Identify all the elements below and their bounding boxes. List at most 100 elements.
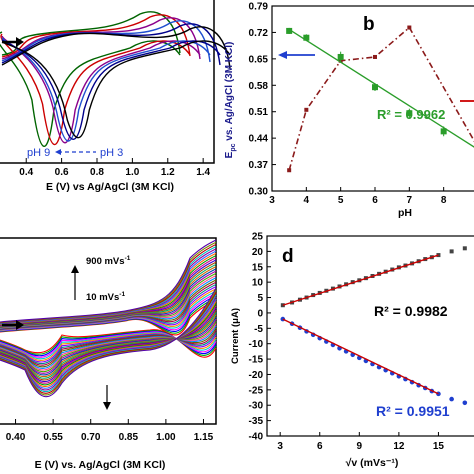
panel-b-y-tick-label: 0.79 xyxy=(249,2,269,13)
panel-d-y-tick-label: 20 xyxy=(252,247,264,258)
panel-d-fit-line xyxy=(282,318,439,395)
panel-a-cv-curve xyxy=(0,14,191,146)
panel-b-y-tick-label: 0.65 xyxy=(249,54,269,65)
panel-c-x-tick-label: 1.15 xyxy=(194,432,214,443)
panel-c-x-ticks: 0.40 0.55 0.70 0.85 1.00 1.15 xyxy=(6,419,214,443)
panel-d-y-tick-label: -20 xyxy=(249,370,264,381)
panel-d-frame xyxy=(266,235,474,437)
panel-b-ylabel: Epc vs. Ag/AgCl (3M KCl) xyxy=(224,42,237,159)
panel-b-green-point xyxy=(440,128,447,135)
panel-a-cv-curve xyxy=(1,26,231,139)
panel-c-x-tick-label: 0.85 xyxy=(119,432,139,443)
panel-d-series xyxy=(280,246,468,406)
panel-c-scan-rate-bottom: 10 mVs-1 xyxy=(86,291,125,303)
panel-d-lower-point xyxy=(462,400,468,406)
panel-c-cv-curve xyxy=(0,239,217,398)
panel-b-x-tick-label: 6 xyxy=(372,195,378,206)
panel-d-y-tick-label: -10 xyxy=(249,339,264,350)
panel-b-ylabel-e: E xyxy=(224,151,235,158)
panel-b-red-point xyxy=(287,168,292,173)
panel-a-xlabel: E (V) vs Ag/AgCl (3M KCl) xyxy=(46,181,174,193)
panel-a-x-tick-label: 0.8 xyxy=(90,167,104,178)
panel-d-y-tick-label: -40 xyxy=(249,432,264,443)
panel-d-y-tick-label: -35 xyxy=(249,416,264,427)
panel-b-y-tick-label: 0.51 xyxy=(249,107,269,118)
panel-d-y-ticks: 25 20 15 10 5 0 -5 -10 -15 -20 -25 -30 -35 -40 xyxy=(249,232,271,443)
panel-d-label: d xyxy=(282,246,294,267)
panel-a-x-tick-label: 1.4 xyxy=(196,167,210,178)
panel-b-red-point xyxy=(373,54,377,59)
panel-a-annotation-left: pH 9 xyxy=(27,147,50,159)
panel-d-x-tick-label: 3 xyxy=(277,441,283,452)
panel-b-green-point xyxy=(303,34,310,41)
panel-a-arrow-icon xyxy=(2,37,24,47)
panel-a: 0.20.40.60.81.01.21.4 pH 9 pH 3 E (V) vs… xyxy=(0,0,231,193)
panel-b-series xyxy=(286,25,474,173)
panel-b-label: b xyxy=(363,14,375,35)
panel-c-scan-rate-top-text: 900 mVs xyxy=(86,256,125,267)
panel-d-y-tick-label: 0 xyxy=(257,308,263,319)
panel-c-direction-arrow-icon xyxy=(2,320,24,330)
panel-c: 900 mVs-1 10 mVs-1 0.40 0.55 0.70 0.85 1.00 1… xyxy=(0,237,217,471)
panel-b-x-tick-label: 8 xyxy=(441,195,447,206)
panel-d-y-tick-label: -30 xyxy=(249,401,264,412)
panel-b-x-tick-label: 5 xyxy=(338,195,344,206)
panel-a-x-tick-label: 1.0 xyxy=(125,167,139,178)
panel-d-upper-point xyxy=(462,246,467,251)
panel-c-curves xyxy=(0,239,217,398)
panel-a-x-tick-label: 0.6 xyxy=(55,167,69,178)
panel-c-xlabel: E (V) vs. Ag/AgCl (3M KCl) xyxy=(35,459,166,471)
panel-d-upper-point xyxy=(436,253,441,258)
panel-b-x-tick-label: 7 xyxy=(407,195,413,206)
panel-d-x-tick-label: 6 xyxy=(317,441,323,452)
panel-d-y-tick-label: -5 xyxy=(254,324,263,335)
panel-a-x-ticks: 0.20.40.60.81.01.21.4 xyxy=(19,158,211,178)
panel-d-r2-lower: R² = 0.9951 xyxy=(376,403,450,419)
panel-b-red-point xyxy=(407,25,412,30)
panel-b-y-tick-label: 0.72 xyxy=(249,28,269,39)
panel-d: 25 20 15 10 5 0 -5 -10 -15 -20 -25 -30 -35 -40 3 6 9 12 1… xyxy=(230,232,474,469)
panel-b-red-point xyxy=(304,107,309,112)
panel-d-y-tick-label: 15 xyxy=(252,262,264,273)
panel-b-r2-label: R² = 0.9962 xyxy=(377,107,445,122)
panel-b-green-point xyxy=(372,84,378,91)
panel-b-green-point xyxy=(406,110,413,117)
panel-b-xlabel: pH xyxy=(398,207,412,219)
panel-b-y-ticks: 0.30 0.37 0.44 0.51 0.58 0.65 0.72 0.79 xyxy=(249,2,276,198)
panel-b-red-line xyxy=(288,26,474,171)
panel-d-y-tick-label: -25 xyxy=(249,385,264,396)
panel-b-green-point xyxy=(337,53,344,60)
panel-a-x-tick-label: 0.4 xyxy=(19,167,33,178)
panel-a-frame xyxy=(0,0,215,164)
panel-a-annotation-arrowhead-icon xyxy=(55,149,61,155)
panel-c-down-arrow-icon xyxy=(103,385,111,410)
panel-d-x-tick-label: 12 xyxy=(393,441,405,452)
panel-d-x-tick-label: 9 xyxy=(357,441,363,452)
panel-b-y-tick-label: 0.44 xyxy=(249,134,269,145)
panel-d-x-ticks: 3 6 9 12 15 xyxy=(277,432,444,452)
panel-a-x-tick-label: 1.2 xyxy=(161,167,175,178)
panel-b-x-ticks: 3 4 5 6 7 8 xyxy=(269,187,447,206)
panel-d-fit-line xyxy=(282,254,439,306)
panel-d-lower-point xyxy=(449,396,454,402)
panel-c-scan-rate-bottom-sup: -1 xyxy=(119,291,125,298)
panel-c-x-tick-label: 0.55 xyxy=(43,432,63,443)
panel-d-x-tick-label: 15 xyxy=(433,441,445,452)
panel-d-y-tick-label: 25 xyxy=(252,232,264,243)
panel-b-ylabel-sub: pc xyxy=(230,143,237,151)
panel-b-ylabel-rest: vs. Ag/AgCl (3M KCl) xyxy=(224,42,235,144)
panel-d-y-tick-label: 10 xyxy=(252,278,264,289)
panel-b-x-tick-label: 4 xyxy=(304,195,310,206)
panel-c-x-tick-label: 1.00 xyxy=(156,432,176,443)
panel-b-green-point xyxy=(286,27,293,34)
panel-b-y-tick-label: 0.58 xyxy=(249,81,269,92)
panel-b-y-tick-label: 0.30 xyxy=(249,187,269,198)
panel-c-scan-rate-bottom-text: 10 mVs xyxy=(86,292,119,303)
panel-c-scan-rate-top: 900 mVs-1 xyxy=(86,255,131,267)
panel-d-ylabel: Current (μA) xyxy=(230,308,241,364)
panel-d-y-tick-label: 5 xyxy=(257,293,263,304)
panel-b-y-tick-label: 0.37 xyxy=(249,160,269,171)
panel-d-xlabel: √v (mVs⁻¹) xyxy=(346,457,399,469)
panel-c-x-tick-label: 0.70 xyxy=(81,432,101,443)
